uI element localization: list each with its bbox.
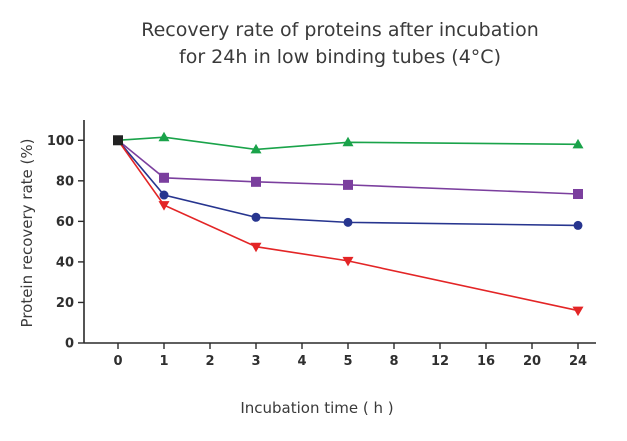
purple-square-series-point — [573, 188, 583, 199]
y-tick-label: 80 — [56, 174, 74, 189]
x-tick-label: 16 — [477, 354, 495, 369]
red-triangle-down-series-point — [572, 306, 584, 317]
x-tick-label: 2 — [205, 354, 214, 369]
blue-circle-series-point — [343, 217, 353, 227]
x-tick-label: 4 — [297, 354, 306, 369]
x-axis-label: Incubation time ( h ) — [240, 399, 393, 417]
x-tick-label: 3 — [251, 354, 260, 369]
chart-title-line-2: for 24h in low binding tubes (4°C) — [179, 46, 501, 68]
x-tick-label: 5 — [343, 354, 352, 369]
y-tick-label: 0 — [65, 337, 74, 352]
green-triangle-series-point — [572, 138, 584, 149]
red-triangle-down-series-point — [250, 242, 262, 253]
start-point-marker — [113, 135, 123, 146]
y-tick-label: 40 — [56, 255, 74, 270]
series-layer — [113, 131, 584, 317]
x-tick-label: 12 — [431, 354, 449, 369]
x-tick-label: 24 — [569, 354, 587, 369]
green-triangle-series-point — [250, 143, 262, 154]
red-triangle-down-series-point — [158, 201, 170, 211]
red-triangle-down-series-point — [342, 256, 354, 267]
y-tick-label: 60 — [56, 215, 74, 230]
green-triangle-series-point — [342, 136, 354, 147]
blue-circle-series-point — [159, 190, 169, 200]
green-triangle-series-point — [158, 131, 170, 142]
purple-square-series-point — [343, 179, 353, 190]
y-axis-label: Protein recovery rate (%) — [18, 139, 36, 328]
x-tick-label: 0 — [113, 354, 122, 369]
y-tick-label: 20 — [56, 296, 74, 311]
y-tick-label: 100 — [47, 134, 74, 149]
purple-square-series-point — [159, 172, 169, 183]
blue-circle-series-point — [573, 220, 583, 230]
x-tick-label: 8 — [389, 354, 398, 369]
purple-square-series-point — [251, 176, 261, 187]
x-tick-label: 20 — [523, 354, 541, 369]
blue-circle-series-point — [251, 212, 261, 222]
x-tick-label: 1 — [159, 354, 168, 369]
chart-title-line-1: Recovery rate of proteins after incubati… — [141, 19, 539, 41]
